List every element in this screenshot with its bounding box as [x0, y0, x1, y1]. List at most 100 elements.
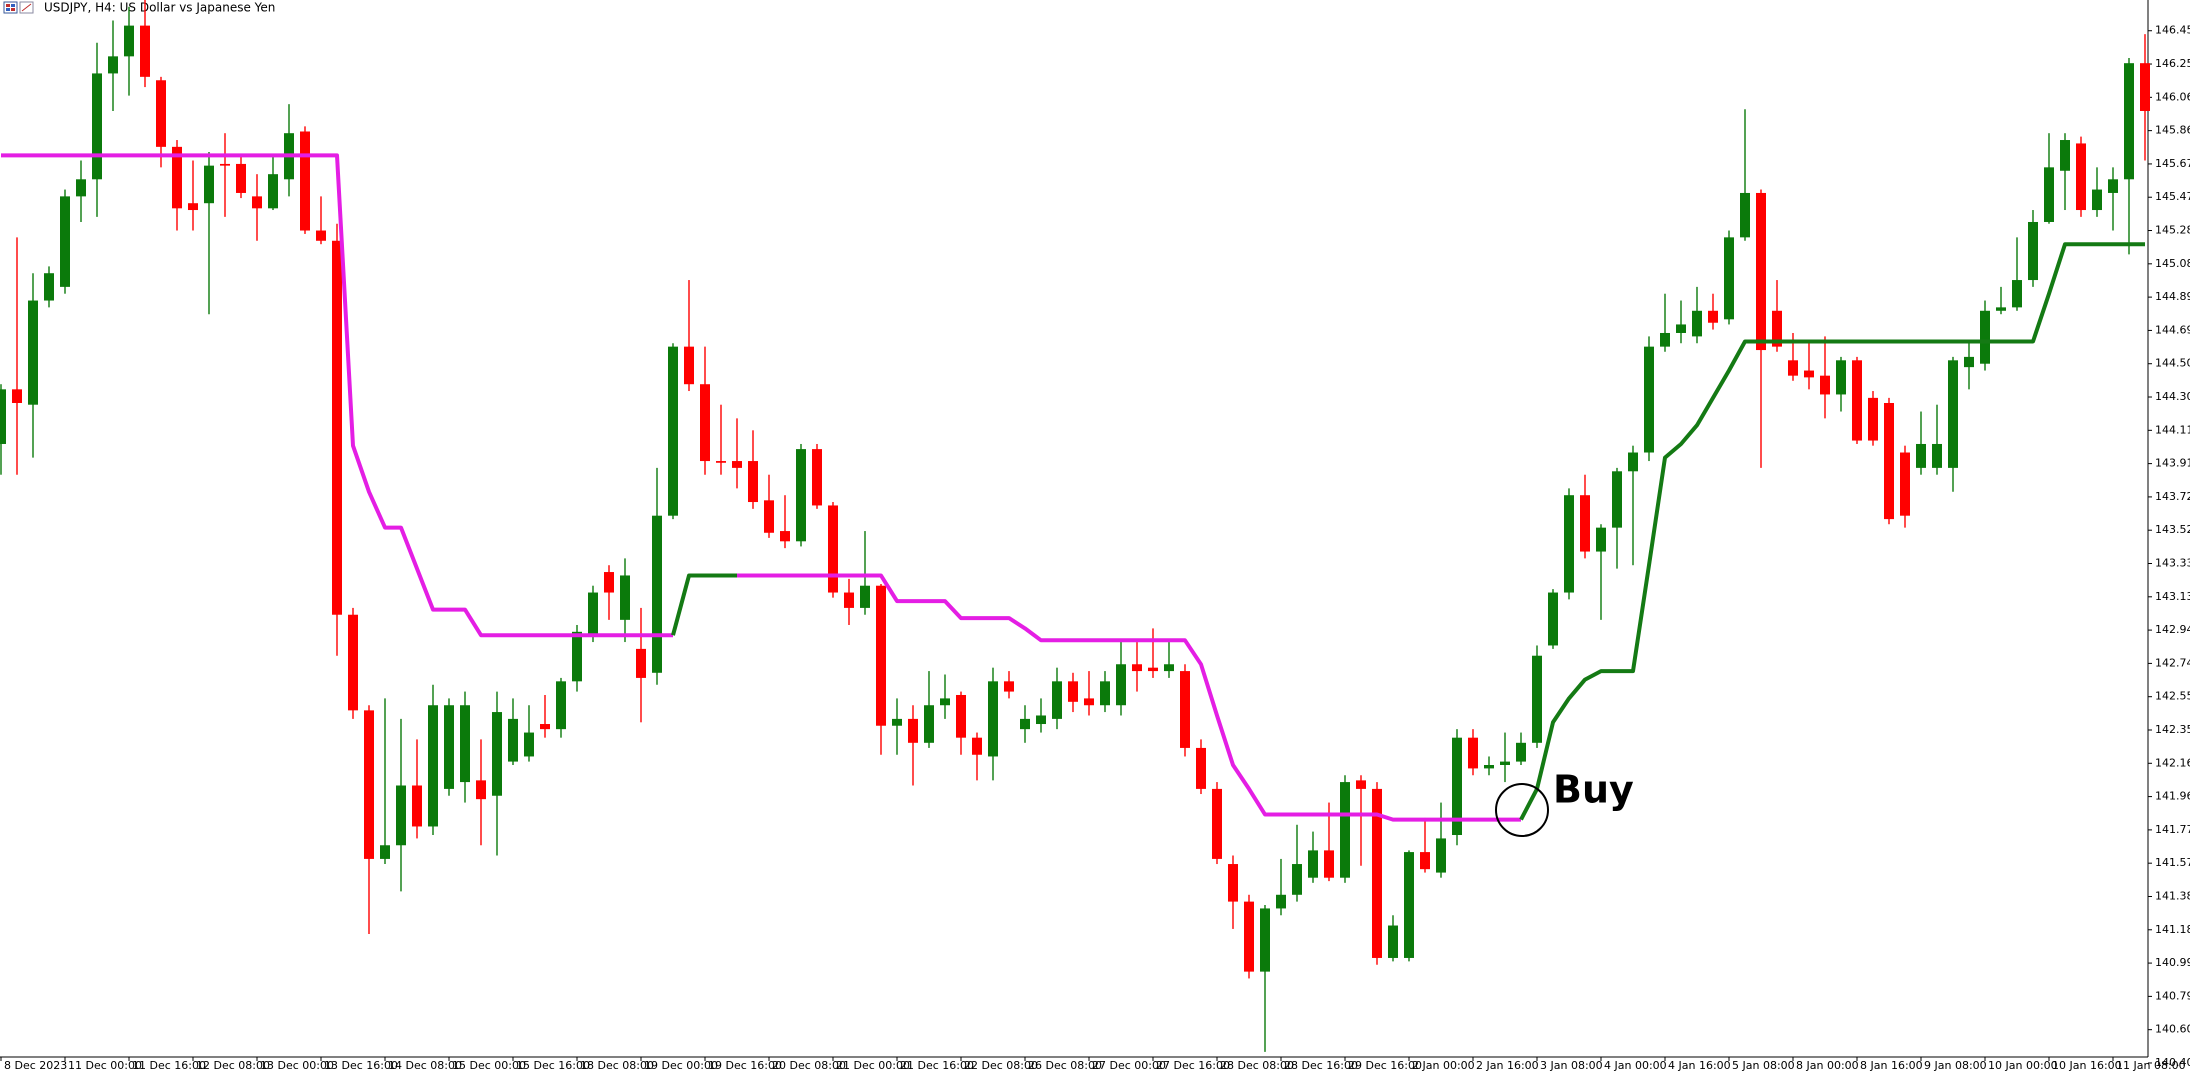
candle-body — [60, 196, 70, 287]
x-tick-label: 20 Dec 08:00 — [772, 1059, 846, 1072]
candle-body — [1372, 788, 1382, 958]
candle-body — [172, 146, 182, 209]
candle-body — [476, 780, 486, 800]
y-tick-label: 144.500 — [2155, 357, 2190, 370]
x-tick-label: 19 Dec 16:00 — [708, 1059, 782, 1072]
x-tick-label: 13 Dec 00:00 — [260, 1059, 334, 1072]
candle-body — [252, 196, 262, 209]
indicator-line — [1, 153, 1521, 822]
candle-body — [940, 698, 950, 706]
candle-body — [1260, 908, 1270, 972]
candle-body — [1996, 307, 2006, 311]
candle-body — [396, 785, 406, 846]
candle-body — [332, 240, 342, 615]
candle-body — [1084, 698, 1094, 706]
candle-body — [1692, 310, 1702, 337]
candle-body — [1180, 671, 1190, 748]
symbol-icon — [3, 1, 18, 14]
x-tick-label: 27 Dec 16:00 — [1156, 1059, 1230, 1072]
candle-body — [796, 449, 806, 542]
candle-body — [300, 131, 310, 231]
x-tick-label: 29 Dec 16:00 — [1348, 1059, 1422, 1072]
candle-body — [1500, 761, 1510, 766]
x-tick-label: 2 Jan 00:00 — [1412, 1059, 1475, 1072]
candle-body — [972, 737, 982, 755]
x-tick-label: 10 Jan 16:00 — [2052, 1059, 2122, 1072]
y-tick-label: 144.305 — [2155, 390, 2190, 403]
candle-body — [700, 384, 710, 462]
candle-body — [1196, 747, 1206, 789]
candle-body — [2044, 167, 2054, 222]
candle-body — [2092, 189, 2102, 211]
x-tick-label: 8 Jan 16:00 — [1860, 1059, 1923, 1072]
candle-body — [588, 592, 598, 636]
y-tick-label: 141.575 — [2155, 856, 2190, 869]
y-tick-label: 143.330 — [2155, 557, 2190, 570]
candle-body — [12, 389, 22, 403]
candle-body — [348, 614, 358, 711]
candle-body — [1404, 852, 1414, 958]
y-tick-label: 145.280 — [2155, 224, 2190, 237]
y-tick-label: 144.890 — [2155, 290, 2190, 303]
candle-body — [1164, 664, 1174, 672]
x-tick-label: 21 Dec 16:00 — [900, 1059, 974, 1072]
x-tick-label: 22 Dec 08:00 — [964, 1059, 1038, 1072]
candle-body — [1068, 681, 1078, 702]
candle-body — [92, 73, 102, 180]
candle-body — [1724, 237, 1734, 320]
candle-body — [604, 572, 614, 593]
y-tick-label: 141.185 — [2155, 923, 2190, 936]
candle-body — [1036, 715, 1046, 725]
candle-body — [1628, 452, 1638, 472]
x-tick-label: 28 Dec 16:00 — [1284, 1059, 1358, 1072]
candle-body — [716, 461, 726, 463]
candle-body — [780, 531, 790, 542]
y-tick-label: 146.450 — [2155, 24, 2190, 37]
candle-body — [2012, 280, 2022, 308]
candle-body — [572, 631, 582, 682]
candle-body — [1612, 471, 1622, 528]
candle-body — [1228, 864, 1238, 902]
y-tick-label: 143.135 — [2155, 590, 2190, 603]
y-tick-label: 144.11 — [2155, 423, 2190, 436]
x-tick-label: 13 Dec 16:00 — [324, 1059, 398, 1072]
candle-body — [1788, 360, 1798, 376]
candle-body — [1420, 852, 1430, 870]
candle-body — [1356, 780, 1366, 789]
candle-body — [188, 203, 198, 211]
y-tick-label: 144.695 — [2155, 323, 2190, 336]
candle-body — [2076, 143, 2086, 211]
candle-body — [1852, 360, 1862, 441]
candle-body — [76, 179, 86, 197]
x-tick-label: 10 Jan 00:00 — [1988, 1059, 2058, 1072]
candle-body — [668, 346, 678, 516]
candle-body — [1468, 737, 1478, 769]
x-tick-label: 8 Dec 2023 — [4, 1059, 67, 1072]
candle-body — [764, 500, 774, 533]
y-tick-label: 140.990 — [2155, 956, 2190, 969]
x-tick-label: 12 Dec 08:00 — [196, 1059, 270, 1072]
candle-body — [1212, 788, 1222, 859]
candle-body — [540, 724, 550, 730]
candle-body — [1772, 310, 1782, 347]
y-tick-label: 142.16 — [2155, 756, 2190, 769]
y-tick-label: 142.745 — [2155, 656, 2190, 669]
annotation: Buy — [1553, 768, 1634, 812]
candle-body — [1436, 838, 1446, 873]
candle-body — [108, 56, 118, 74]
x-tick-label: 27 Dec 00:00 — [1092, 1059, 1166, 1072]
y-tick-label: 143.720 — [2155, 490, 2190, 503]
y-tick-label: 142.355 — [2155, 723, 2190, 736]
candle-body — [1244, 901, 1254, 972]
candle-body — [924, 705, 934, 743]
candle-body — [124, 25, 134, 57]
candle-body — [1324, 850, 1334, 878]
x-tick-label: 5 Jan 08:00 — [1732, 1059, 1795, 1072]
candle-body — [684, 346, 694, 385]
candle-body — [1964, 356, 1974, 368]
candle-body — [876, 585, 886, 726]
x-tick-label: 18 Dec 08:00 — [580, 1059, 654, 1072]
y-tick-label: 140.405 — [2155, 1056, 2190, 1069]
